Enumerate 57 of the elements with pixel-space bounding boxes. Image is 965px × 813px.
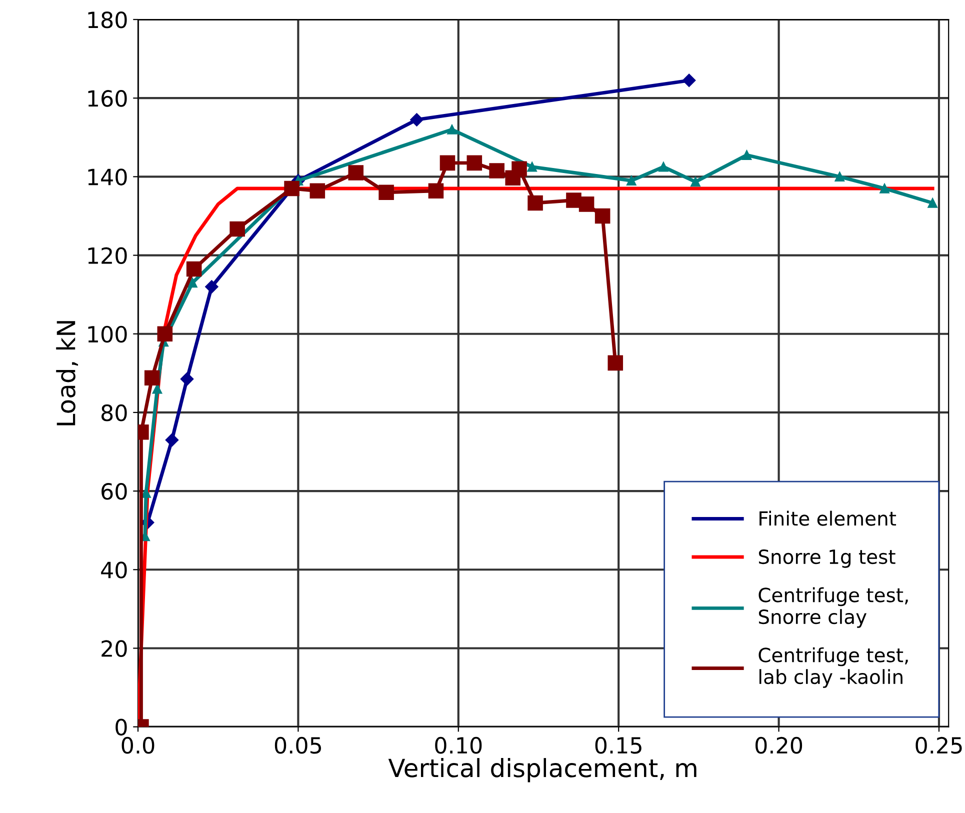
point — [928, 198, 938, 208]
point — [658, 162, 668, 172]
y-tick-label: 80 — [102, 404, 127, 422]
x-tick-label: 0.15 — [595, 736, 642, 754]
x-tick-label: 0.05 — [274, 736, 321, 754]
point — [512, 161, 527, 176]
point — [310, 183, 326, 198]
point — [608, 355, 624, 371]
legend-label: Snorre 1g test — [758, 549, 896, 568]
point — [578, 196, 594, 212]
point — [378, 184, 394, 200]
point — [165, 433, 179, 447]
point — [144, 370, 160, 386]
point — [410, 113, 424, 126]
point — [682, 74, 696, 88]
point — [180, 372, 194, 386]
y-tick-label: 0 — [116, 718, 127, 736]
y-tick-label: 180 — [88, 11, 127, 28]
point — [880, 184, 890, 194]
y-tick-label: 120 — [88, 247, 127, 264]
point — [205, 280, 218, 294]
y-tick-label: 60 — [102, 483, 127, 500]
x-axis-title: Vertical displacement, m — [388, 758, 696, 782]
point — [566, 192, 582, 208]
point — [284, 180, 300, 196]
point — [141, 488, 151, 498]
point — [527, 162, 537, 172]
point — [188, 278, 198, 288]
point — [690, 176, 700, 187]
legend-label: Centrifuge test, lab clay -kaolin — [758, 647, 908, 688]
point — [626, 176, 636, 186]
legend-label: Centrifuge test, Snorre clay — [758, 587, 908, 628]
point — [152, 384, 162, 394]
point — [230, 221, 245, 237]
y-tick-label: 160 — [88, 90, 127, 107]
x-tick-label: 0.25 — [916, 736, 962, 754]
legend-label: Finite element — [760, 510, 896, 526]
point — [157, 326, 173, 342]
x-tick-label: 0.20 — [756, 736, 802, 754]
y-tick-label: 140 — [88, 168, 127, 186]
point — [742, 150, 752, 160]
point — [466, 155, 482, 171]
x-tick-label: 0.0 — [122, 736, 154, 754]
y-tick-label: 20 — [102, 640, 127, 657]
point — [834, 172, 845, 182]
y-tick-label: 100 — [88, 326, 127, 343]
y-tick-label: 40 — [101, 562, 127, 578]
point — [186, 261, 202, 277]
point — [348, 165, 364, 180]
point — [428, 183, 444, 198]
y-axis-title: Load, kN — [56, 321, 78, 426]
point — [594, 208, 610, 224]
point — [447, 124, 457, 134]
point — [528, 195, 543, 211]
point — [440, 155, 456, 171]
x-tick-label: 0.10 — [435, 736, 482, 754]
point — [489, 163, 504, 178]
